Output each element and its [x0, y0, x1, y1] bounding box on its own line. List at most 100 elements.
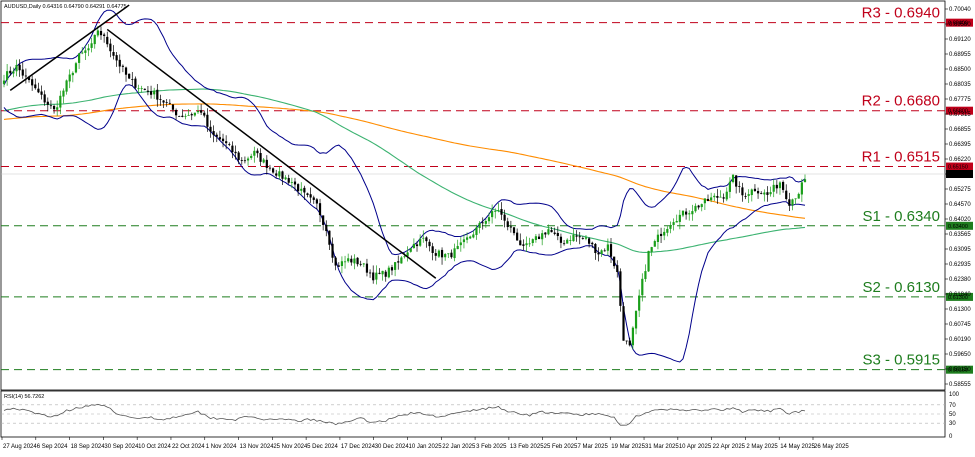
candle-body: [494, 210, 497, 212]
candle-body: [328, 230, 331, 245]
candle-body: [209, 126, 212, 132]
y-tick-label: 0.63095: [949, 247, 971, 253]
candle-body: [694, 205, 697, 212]
candle-body: [462, 239, 466, 243]
candle-body: [760, 193, 763, 194]
candle-body: [271, 168, 275, 173]
level-tag-text-2: 0.65150: [948, 165, 968, 171]
candle-body: [259, 153, 262, 162]
candle-body: [744, 196, 747, 197]
candle-body: [56, 107, 59, 110]
candle-body: [52, 105, 56, 110]
candle-body: [174, 110, 178, 116]
y-tick-label: 0.58555: [949, 382, 971, 388]
candle-body: [96, 30, 99, 36]
candle-body: [181, 115, 184, 117]
candle-body: [293, 181, 297, 185]
candle-body: [140, 88, 143, 90]
candle-body: [478, 222, 481, 229]
candle-body: [315, 199, 318, 204]
level-tag-text-4: 0.61300: [948, 295, 968, 301]
candle-body: [550, 229, 553, 233]
candle-body: [769, 192, 772, 195]
candle-body: [597, 252, 600, 255]
x-tick-label: 17 Dec 2024: [341, 444, 376, 450]
candle-body: [785, 190, 788, 200]
candle-body: [475, 227, 478, 236]
candle-body: [99, 30, 103, 36]
level-label-4: S2 - 0.6130: [862, 279, 940, 296]
candle-body: [356, 257, 359, 265]
candle-body: [240, 160, 243, 161]
candle-body: [672, 222, 675, 226]
x-tick-label: 10 Apr 2025: [679, 444, 712, 450]
candle-body: [556, 232, 559, 237]
candle-body: [788, 199, 791, 206]
y-tick-label: 0.59650: [949, 352, 971, 358]
candle-body: [237, 152, 240, 160]
candle-body: [312, 197, 315, 200]
x-tick-label: 6 Sep 2024: [37, 444, 68, 450]
candle-body: [703, 198, 706, 204]
candle-body: [775, 184, 778, 189]
level-label-2: R1 - 0.6515: [862, 149, 940, 166]
candle-body: [128, 73, 131, 79]
level-tag-2: [946, 162, 973, 171]
candle-body: [409, 248, 412, 252]
candle-body: [243, 160, 247, 162]
y-tick-label: 0.69580: [949, 22, 971, 28]
candle-body: [506, 221, 509, 228]
y-tick-label: 0.68955: [949, 52, 971, 58]
candle-body: [472, 234, 475, 238]
candle-body: [725, 191, 728, 200]
x-tick-label: 2 May 2025: [746, 444, 778, 450]
rsi-line: [3, 403, 806, 426]
candle-body: [537, 236, 541, 240]
candle-body: [378, 272, 381, 274]
candle-body: [491, 211, 494, 218]
candle-body: [516, 232, 519, 241]
candle-body: [37, 88, 40, 93]
candle-body: [619, 271, 622, 306]
candle-body: [375, 272, 378, 280]
candle-body: [146, 90, 150, 92]
rsi-y-tick-label: 100: [949, 392, 960, 398]
x-tick-label: 22 Oct 2024: [172, 444, 205, 450]
candle-body: [412, 243, 415, 249]
candle-body: [322, 215, 325, 225]
candle-body: [77, 53, 81, 63]
candle-body: [347, 258, 350, 262]
x-tick-label: 10 Jan 2025: [409, 444, 443, 450]
candle-body: [184, 115, 187, 117]
x-tick-label: 13 Nov 2024: [240, 444, 275, 450]
x-tick-label: 5 Dec 2024: [307, 444, 338, 450]
candle-body: [131, 78, 134, 80]
candle-body: [512, 227, 516, 234]
candle-body: [738, 186, 741, 187]
candle-body: [484, 221, 487, 224]
candle-body: [6, 71, 9, 80]
x-tick-label: 27 Aug 2024: [3, 444, 37, 450]
candle-body: [728, 181, 732, 192]
candle-body: [772, 184, 775, 192]
candle-body: [616, 265, 619, 273]
candle-body: [444, 254, 447, 258]
x-tick-label: 22 Jan 2025: [442, 444, 476, 450]
candle-body: [225, 141, 228, 144]
candle-body: [628, 340, 631, 346]
candle-body: [178, 116, 181, 117]
candle-body: [265, 159, 268, 169]
y-tick-label: 0.66395: [949, 142, 971, 148]
candle-body: [171, 104, 175, 110]
x-tick-label: 18 Sep 2024: [71, 444, 106, 450]
x-tick-label: 26 May 2025: [814, 444, 849, 450]
candle-body: [544, 232, 547, 235]
y-tick-label: 0.66855: [949, 127, 971, 133]
candle-body: [65, 80, 68, 92]
candle-body: [212, 131, 215, 136]
candle-body: [747, 194, 750, 196]
candle-body: [168, 102, 171, 104]
level-tag-5: [946, 365, 973, 374]
candle-body: [603, 250, 606, 252]
candle-body: [697, 205, 700, 208]
